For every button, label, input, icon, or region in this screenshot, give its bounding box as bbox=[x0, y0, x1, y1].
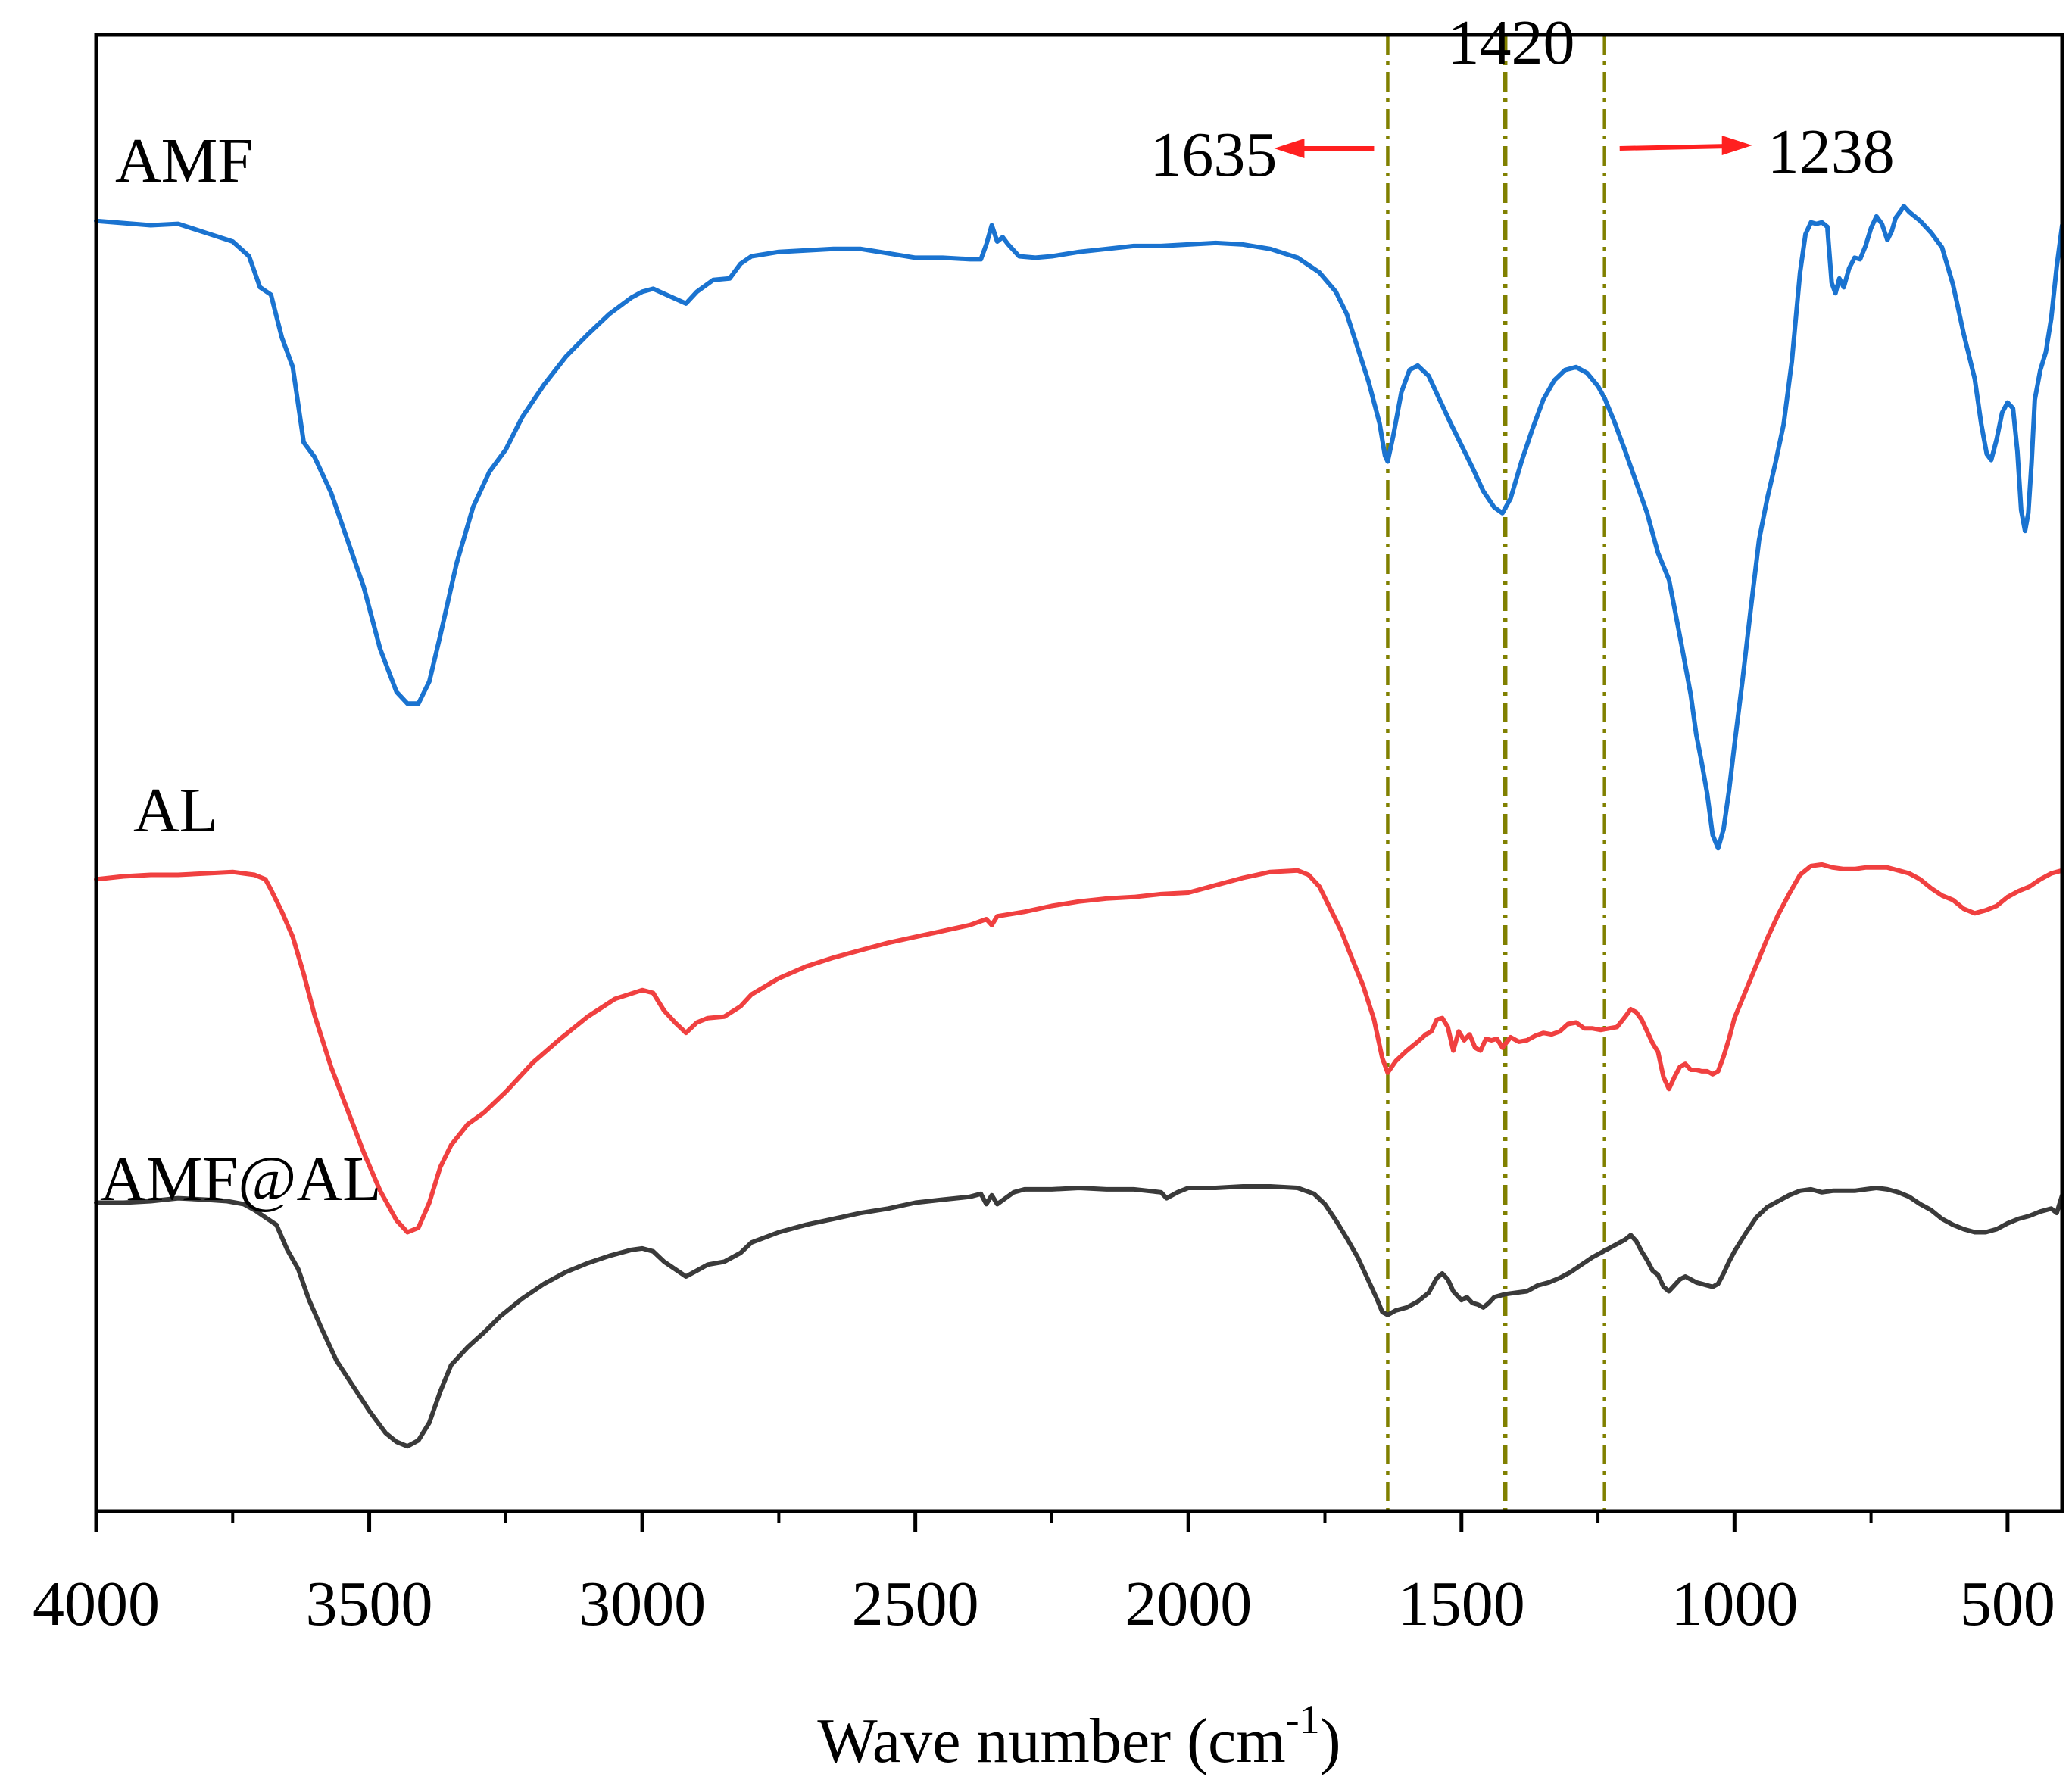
x-axis-ticks bbox=[94, 1511, 2010, 1532]
reference-annotations: 1635 1420 1238 bbox=[1150, 8, 1894, 190]
x-axis-title-close: ) bbox=[1320, 1706, 1341, 1776]
series-line-al bbox=[94, 862, 2064, 1235]
series-lines bbox=[94, 204, 2064, 1449]
x-tick-label-2000: 2000 bbox=[1125, 1569, 1252, 1639]
x-tick-label-2500: 2500 bbox=[852, 1569, 979, 1639]
x-axis-tick-labels: 4000 3500 3000 2500 2000 1500 1000 500 bbox=[33, 1569, 2055, 1639]
series-label-amf: AMF bbox=[115, 126, 253, 196]
series-label-amf-al: AMF@AL bbox=[100, 1144, 381, 1214]
plot-frame bbox=[94, 33, 2064, 1513]
x-tick-label-3500: 3500 bbox=[306, 1569, 433, 1639]
x-tick-label-4000: 4000 bbox=[33, 1569, 160, 1639]
x-tick-label-1000: 1000 bbox=[1671, 1569, 1798, 1639]
x-tick-label-1500: 1500 bbox=[1398, 1569, 1525, 1639]
x-axis-title-main: Wave number (cm bbox=[817, 1706, 1285, 1776]
reference-label-1238: 1238 bbox=[1768, 117, 1895, 187]
series-label-al: AL bbox=[133, 775, 218, 846]
reference-arrow-1238 bbox=[1619, 144, 1730, 151]
x-axis-title-superscript: -1 bbox=[1286, 1697, 1320, 1742]
series-line-amf-al bbox=[94, 1184, 2064, 1449]
reference-arrowhead-1238 bbox=[1721, 136, 1752, 155]
reference-label-1420: 1420 bbox=[1447, 8, 1574, 78]
reference-label-1635: 1635 bbox=[1150, 120, 1277, 190]
reference-lines bbox=[1386, 35, 1606, 1511]
reference-arrowhead-1635 bbox=[1274, 139, 1305, 158]
x-tick-label-3000: 3000 bbox=[579, 1569, 706, 1639]
series-line-amf bbox=[94, 204, 2064, 851]
x-axis-title: Wave number (cm-1) bbox=[817, 1697, 1340, 1776]
x-tick-label-500: 500 bbox=[1960, 1569, 2055, 1639]
